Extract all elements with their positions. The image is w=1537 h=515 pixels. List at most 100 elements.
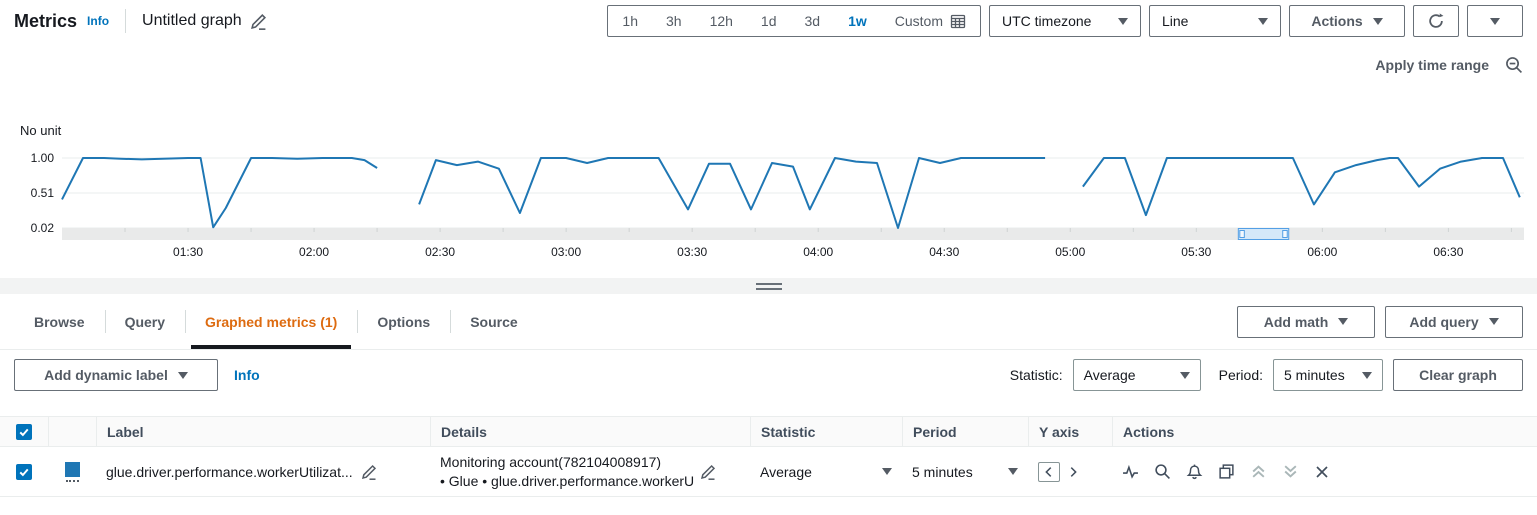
top-toolbar: Metrics Info Untitled graph 1h 3h 12h 1d…: [0, 0, 1537, 42]
color-picker-dots-icon: [65, 479, 79, 482]
tab-options[interactable]: Options: [357, 294, 450, 349]
page-title: Metrics: [14, 10, 78, 31]
clear-graph-button[interactable]: Clear graph: [1393, 359, 1523, 391]
chevron-down-icon: [1258, 17, 1268, 25]
add-math-label: Add math: [1263, 313, 1329, 330]
header-color-cell: [48, 417, 96, 446]
tab-label: Query: [124, 313, 166, 330]
svg-text:02:30: 02:30: [425, 245, 455, 259]
table-header-row: Label Details Statistic Period Y axis Ac…: [0, 416, 1537, 447]
add-query-dropdown[interactable]: Add query: [1385, 305, 1523, 338]
statistic-value: Average: [1083, 367, 1136, 383]
metric-color-picker[interactable]: [64, 461, 80, 482]
move-down-icon[interactable]: [1282, 463, 1299, 480]
add-dynamic-label-dropdown[interactable]: Add dynamic label: [14, 359, 218, 391]
drag-handle-icon: [755, 282, 782, 290]
search-metric-icon[interactable]: [1154, 463, 1171, 480]
calendar-icon: [950, 13, 966, 29]
create-alarm-bell-icon[interactable]: [1186, 463, 1203, 480]
edit-details-icon[interactable]: [700, 464, 716, 480]
divider: [125, 9, 127, 33]
row-actions-cell: [1112, 463, 1537, 480]
svg-text:02:00: 02:00: [299, 245, 329, 259]
zoom-out-icon[interactable]: [1505, 56, 1523, 74]
chevron-down-icon: [177, 371, 188, 379]
time-range-3d[interactable]: 3d: [804, 13, 821, 29]
chevron-down-icon: [1179, 371, 1190, 379]
chevron-down-icon: [1118, 17, 1128, 25]
edit-label-icon[interactable]: [361, 464, 377, 480]
metrics-line-chart[interactable]: 1.00 0.51 0.02 01:30 02:00 02:30 03:00 03:30 04:…: [0, 140, 1537, 270]
svg-text:1.00: 1.00: [31, 151, 55, 165]
yaxis-right-toggle[interactable]: [1066, 465, 1080, 479]
add-math-dropdown[interactable]: Add math: [1237, 305, 1375, 338]
remove-metric-icon[interactable]: [1314, 464, 1330, 480]
statistic-label: Statistic:: [1009, 367, 1063, 383]
svg-text:03:30: 03:30: [677, 245, 707, 259]
chevron-down-icon: [1362, 371, 1372, 379]
select-all-checkbox[interactable]: [16, 423, 32, 440]
statistic-dropdown[interactable]: Average: [1072, 359, 1201, 391]
tab-graphed-metrics[interactable]: Graphed metrics (1): [185, 294, 357, 349]
edit-graph-title-icon[interactable]: [250, 13, 267, 30]
row-color-cell: [48, 461, 96, 482]
dynamic-label-info-link[interactable]: Info: [234, 367, 260, 383]
svg-text:04:00: 04:00: [803, 245, 833, 259]
add-query-label: Add query: [1409, 313, 1479, 330]
tab-label: Browse: [34, 313, 85, 330]
svg-text:0.51: 0.51: [31, 186, 55, 200]
duplicate-metric-icon[interactable]: [1218, 463, 1235, 480]
graph-panel: Apply time range No unit 1.00 0.51 0.02 01:…: [0, 42, 1537, 278]
column-header-yaxis: Y axis: [1028, 417, 1112, 446]
tab-query[interactable]: Query: [104, 294, 185, 349]
time-range-1h[interactable]: 1h: [622, 13, 638, 29]
column-header-statistic: Statistic: [750, 417, 902, 446]
row-checkbox[interactable]: [16, 463, 32, 480]
row-statistic-dropdown[interactable]: Average: [760, 464, 892, 480]
yaxis-left-toggle[interactable]: [1038, 461, 1060, 482]
svg-text:0.02: 0.02: [31, 221, 55, 235]
tab-source[interactable]: Source: [450, 294, 537, 349]
tab-label: Graphed metrics (1): [205, 313, 338, 330]
move-up-icon[interactable]: [1250, 463, 1267, 480]
column-header-actions: Actions: [1112, 417, 1537, 446]
svg-text:05:30: 05:30: [1181, 245, 1211, 259]
tab-browse[interactable]: Browse: [14, 294, 105, 349]
time-range-group: 1h 3h 12h 1d 3d 1w Custom: [607, 5, 981, 37]
time-range-12h[interactable]: 12h: [709, 13, 733, 29]
panel-splitter[interactable]: [0, 278, 1537, 294]
svg-text:03:00: 03:00: [551, 245, 581, 259]
chart-type-value: Line: [1162, 13, 1189, 29]
metrics-info-link[interactable]: Info: [87, 14, 110, 28]
tab-label: Options: [377, 313, 431, 330]
column-header-period: Period: [902, 417, 1028, 446]
time-range-custom[interactable]: Custom: [881, 6, 980, 36]
refresh-options-dropdown[interactable]: [1467, 5, 1523, 37]
refresh-button[interactable]: [1413, 5, 1459, 37]
apply-time-range-button[interactable]: Apply time range: [1375, 57, 1489, 73]
time-range-3h[interactable]: 3h: [665, 13, 682, 29]
chart-type-dropdown[interactable]: Line: [1149, 5, 1281, 37]
row-statistic-value: Average: [760, 463, 812, 480]
time-range-1w[interactable]: 1w: [848, 13, 867, 29]
custom-label: Custom: [894, 13, 943, 29]
svg-text:06:30: 06:30: [1433, 245, 1463, 259]
row-period-dropdown[interactable]: 5 minutes: [912, 464, 1018, 480]
actions-dropdown[interactable]: Actions: [1289, 5, 1405, 37]
chevron-down-icon: [1008, 468, 1018, 475]
svg-text:04:30: 04:30: [929, 245, 959, 259]
metric-details-line1: Monitoring account(782104008917): [440, 453, 662, 470]
chevron-down-icon: [882, 468, 892, 475]
row-checkbox-cell: [0, 463, 48, 480]
period-dropdown[interactable]: 5 minutes: [1273, 359, 1383, 391]
period-value: 5 minutes: [1284, 367, 1345, 383]
timezone-value: UTC timezone: [1002, 13, 1092, 29]
header-checkbox-cell: [0, 417, 48, 446]
graph-title: Untitled graph: [142, 12, 267, 30]
timezone-dropdown[interactable]: UTC timezone: [989, 5, 1141, 37]
row-details-cell: Monitoring account(782104008917) • Glue …: [430, 453, 750, 491]
metric-table-row: glue.driver.performance.workerUtilizat..…: [0, 447, 1537, 497]
graph-metric-pulse-icon[interactable]: [1122, 463, 1139, 480]
metric-details-line2: • Glue • glue.driver.performance.workerU: [440, 472, 695, 489]
time-range-1d[interactable]: 1d: [760, 13, 777, 29]
